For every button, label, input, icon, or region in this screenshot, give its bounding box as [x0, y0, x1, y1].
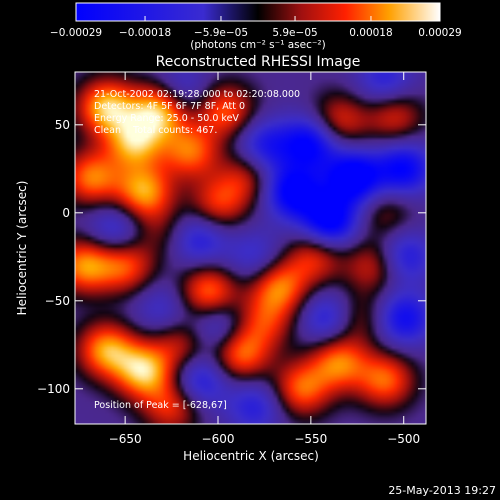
y-tick-label: 0: [62, 206, 70, 220]
annotation-detectors: Detectors: 4F 5F 6F 7F 8F, Att 0: [94, 101, 245, 112]
colorbar-tick-label: −5.9e−05: [194, 27, 248, 39]
annotation-time-range: 21-Oct-2002 02:19:28.000 to 02:20:08.000: [94, 89, 300, 100]
y-axis: −100 −50 0 50: [37, 118, 426, 396]
annotation-energy-range: Energy Range: 25.0 - 50.0 keV: [94, 113, 239, 124]
x-tick-label: −600: [202, 432, 235, 446]
colorbar-ticks: −0.00029 −0.00018 −5.9e−05 5.9e−05 0.00018 0.…: [50, 16, 462, 39]
x-tick-label: −550: [294, 432, 327, 446]
y-tick-label: −100: [37, 382, 70, 396]
plot-frame: [74, 71, 427, 425]
chart-title: Reconstructed RHESSI Image: [156, 54, 361, 70]
y-tick-label: −50: [45, 294, 70, 308]
x-tick-label: −650: [109, 432, 142, 446]
heatmap-raster: [75, 72, 426, 424]
peak-position-label: Position of Peak = [-628,67]: [94, 400, 227, 411]
y-tick-label: 50: [55, 118, 70, 132]
footer-timestamp: 25-May-2013 19:27: [388, 484, 496, 497]
x-axis-label: Heliocentric X (arcsec): [183, 449, 319, 463]
colorbar-tick-label: 0.00018: [349, 27, 392, 39]
x-axis: −650 −600 −550 −500: [109, 72, 420, 446]
annotation-block: 21-Oct-2002 02:19:28.000 to 02:20:08.000…: [94, 89, 300, 136]
colorbar-tick-label: 5.9e−05: [272, 27, 317, 39]
colorbar-gradient: [75, 2, 441, 22]
annotation-total-counts: Clean Total counts: 467.: [94, 125, 217, 136]
colorbar-units-label: (photons cm⁻² s⁻¹ asec⁻²): [190, 39, 325, 51]
colorbar: −0.00029 −0.00018 −5.9e−05 5.9e−05 0.00018 0.…: [50, 2, 462, 51]
colorbar-tick-label: −0.00029: [50, 27, 102, 39]
colorbar-tick-label: −0.00018: [119, 27, 171, 39]
heatmap-image: [75, 72, 426, 424]
y-axis-label: Heliocentric Y (arcsec): [15, 181, 29, 316]
colorbar-tick-label: 0.00029: [418, 27, 461, 39]
x-tick-label: −500: [387, 432, 420, 446]
